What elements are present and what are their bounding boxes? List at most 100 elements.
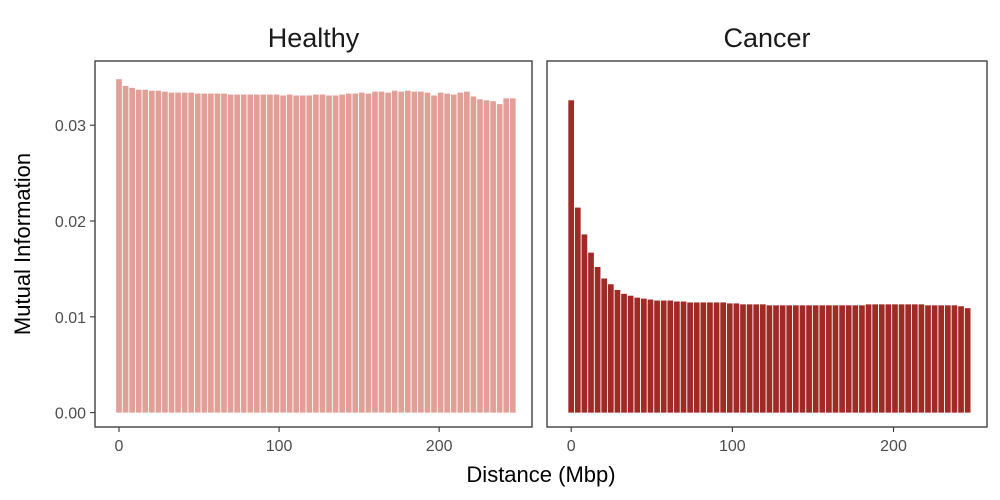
bar [746, 304, 753, 413]
bar [674, 301, 680, 413]
bar [654, 300, 660, 413]
bar [740, 304, 746, 413]
bar [234, 94, 240, 413]
bar [477, 99, 483, 413]
y-axis-title: Mutual Information [10, 153, 35, 335]
bar [852, 305, 859, 413]
bar [944, 305, 951, 413]
bar [614, 289, 621, 413]
bar [588, 252, 594, 413]
bar [148, 90, 155, 413]
bar [680, 301, 687, 413]
bar [457, 92, 464, 413]
bar [155, 90, 162, 413]
x-axis-healthy: 0 100 200 [115, 427, 453, 455]
bar [660, 300, 667, 413]
bar [240, 94, 247, 413]
bar [267, 94, 273, 413]
bar [411, 91, 418, 413]
bar [142, 89, 149, 413]
bar [135, 89, 142, 413]
bar [404, 90, 411, 413]
bar [450, 94, 457, 413]
bars-healthy [116, 79, 516, 413]
bar [306, 95, 313, 413]
bar [129, 87, 135, 413]
bar [385, 92, 391, 413]
bar [201, 93, 208, 413]
bar [687, 302, 693, 413]
bar [832, 305, 839, 413]
bar [326, 95, 332, 413]
bar [634, 297, 641, 413]
bar [878, 304, 885, 413]
bar [905, 304, 912, 413]
bar [826, 305, 832, 413]
y-axis-healthy: 0.00 0.01 0.02 0.03 [55, 118, 95, 423]
bar [431, 95, 437, 413]
bar [720, 302, 727, 413]
bar [483, 100, 490, 413]
panel-cancer: Cancer 0 100 200 [546, 23, 988, 455]
bar [162, 91, 168, 413]
bar [594, 266, 601, 413]
y-tick-label: 0.00 [55, 406, 86, 423]
bar [319, 94, 326, 413]
bar [885, 304, 892, 413]
bar [865, 304, 872, 413]
bar [444, 93, 450, 413]
bar [365, 93, 372, 413]
bar [726, 303, 733, 413]
bar [188, 92, 195, 413]
panel-title-healthy: Healthy [268, 23, 360, 53]
bar [293, 95, 300, 413]
bar [819, 305, 826, 413]
bar [464, 91, 470, 413]
bar [372, 91, 378, 413]
bar [839, 305, 845, 413]
bar [931, 305, 938, 413]
bar [470, 96, 477, 413]
bar [568, 100, 575, 413]
x-axis-cancer: 0 100 200 [567, 427, 907, 455]
bar [168, 92, 175, 413]
bar [773, 305, 779, 413]
bar [938, 305, 945, 413]
bar [627, 295, 634, 413]
bar [812, 305, 819, 413]
bar [208, 93, 214, 413]
bar [181, 92, 188, 413]
bar [490, 101, 496, 413]
bar [707, 302, 713, 413]
x-axis-title: Distance (Mbp) [466, 462, 615, 487]
bar [418, 91, 424, 413]
bar [378, 91, 385, 413]
bar [503, 98, 510, 413]
x-tick-label: 0 [567, 438, 576, 455]
bar [647, 299, 654, 413]
bar [759, 304, 766, 413]
bar [299, 95, 306, 413]
bar [799, 305, 806, 413]
bar [227, 94, 234, 413]
bar [116, 79, 122, 413]
bar [359, 92, 365, 413]
x-tick-label: 100 [719, 438, 746, 455]
bar [621, 293, 627, 413]
bar [221, 93, 227, 413]
bar [398, 91, 405, 413]
bar [437, 92, 444, 413]
bar [313, 94, 319, 413]
panel-title-cancer: Cancer [723, 23, 810, 53]
bar [892, 304, 898, 413]
bar [786, 305, 793, 413]
bar [872, 304, 879, 413]
bar [753, 304, 760, 413]
bar [175, 92, 181, 413]
x-tick-label: 200 [426, 438, 453, 455]
bar [779, 305, 786, 413]
x-tick-label: 100 [266, 438, 293, 455]
bar [286, 94, 293, 413]
bar [122, 85, 129, 413]
